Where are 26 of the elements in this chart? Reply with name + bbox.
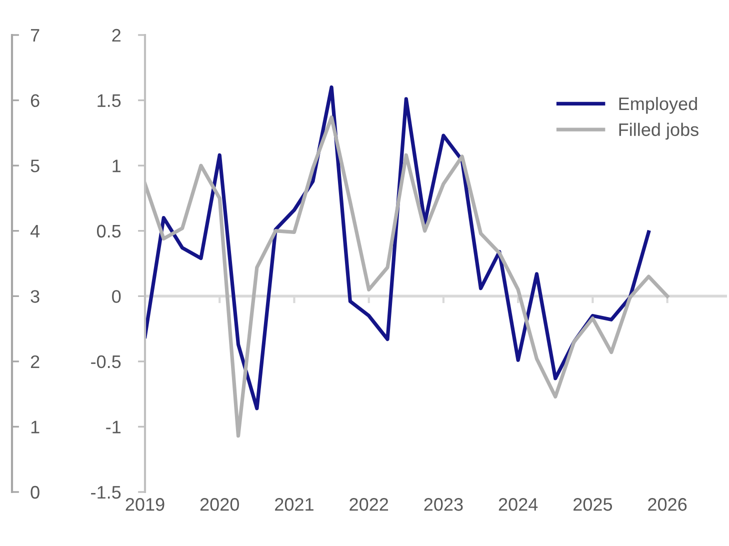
- y2-tick-label: 2: [30, 355, 40, 368]
- y2-tick-label: 7: [30, 29, 40, 42]
- y2-tick-label: 1: [31, 420, 40, 434]
- y2-tick-label: 0: [30, 486, 40, 499]
- legend-label: Employed: [619, 96, 697, 114]
- y2-tick-label: 4: [30, 224, 40, 238]
- x-tick-label: 2022: [350, 498, 388, 511]
- x-tick-label: 2020: [200, 498, 239, 511]
- y-tick-label: -1: [106, 420, 121, 434]
- y2-tick-label: 3: [30, 290, 40, 303]
- y-tick-label: 2: [112, 28, 120, 42]
- y-tick-label: -0.5: [91, 355, 121, 368]
- y-tick-label: 0.5: [96, 224, 121, 238]
- y-tick-label: 1.5: [98, 94, 121, 108]
- y2-tick-label: 6: [30, 94, 40, 108]
- y2-tick-label: 5: [30, 160, 40, 172]
- x-tick-label: 2023: [424, 498, 463, 511]
- legend-label: Filled jobs: [619, 122, 698, 140]
- x-tick-label: 2024: [498, 498, 538, 511]
- y-tick-label: 1: [112, 160, 121, 172]
- x-tick-label: 2026: [648, 498, 687, 511]
- y-tick-label: 0: [112, 290, 121, 303]
- x-tick-label: 2019: [126, 498, 164, 511]
- x-tick-label: 2025: [574, 498, 612, 511]
- y-tick-label: -1.5: [91, 486, 121, 499]
- x-tick-label: 2021: [275, 498, 314, 511]
